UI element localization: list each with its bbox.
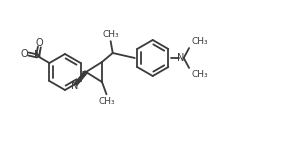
Text: N: N (71, 81, 78, 91)
Text: O: O (21, 49, 28, 59)
Text: O: O (36, 38, 43, 48)
Text: CH₃: CH₃ (191, 37, 208, 46)
Text: CH₃: CH₃ (102, 30, 119, 39)
Text: CH₃: CH₃ (191, 70, 208, 79)
Text: N: N (34, 50, 41, 60)
Text: CH₃: CH₃ (98, 97, 115, 106)
Text: N: N (177, 53, 184, 63)
